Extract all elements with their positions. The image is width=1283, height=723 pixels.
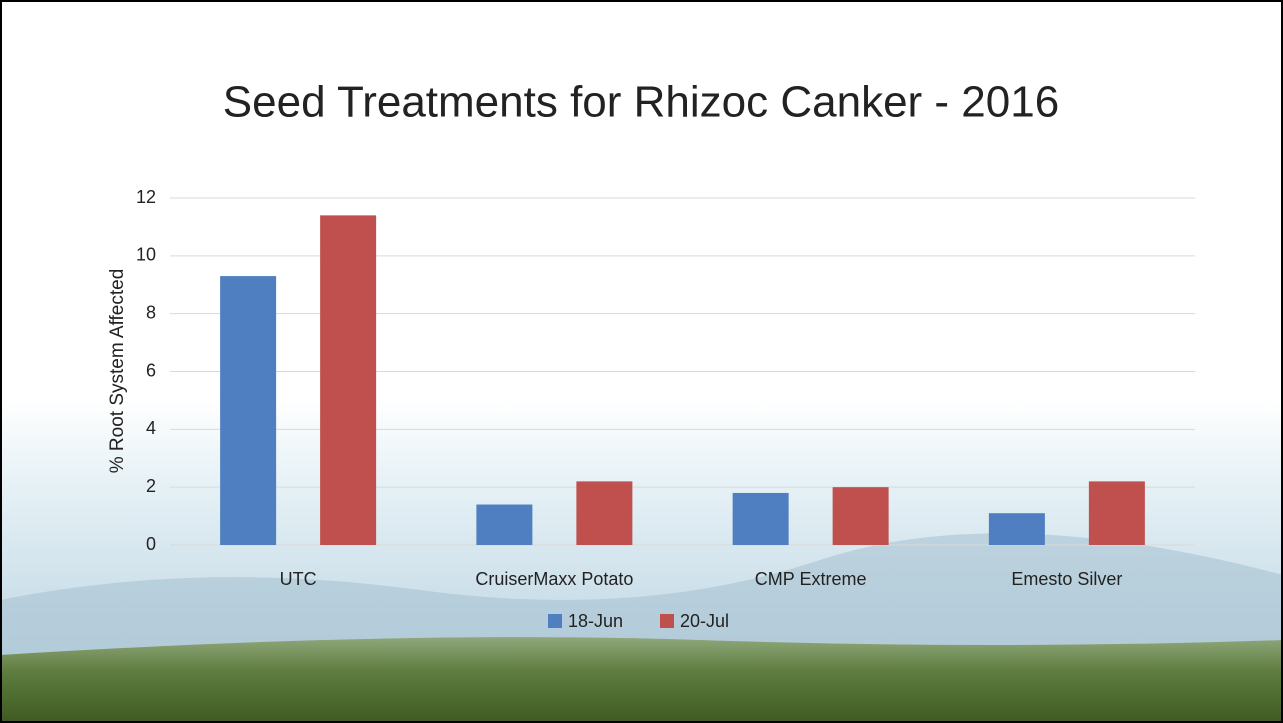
bar bbox=[833, 487, 889, 545]
bar bbox=[476, 505, 532, 545]
legend-label: 20-Jul bbox=[680, 611, 729, 631]
legend-label: 18-Jun bbox=[568, 611, 623, 631]
y-tick-label: 12 bbox=[136, 187, 156, 207]
x-tick-label: CruiserMaxx Potato bbox=[475, 569, 633, 589]
slide: Seed Treatments for Rhizoc Canker - 2016… bbox=[0, 0, 1283, 723]
y-tick-label: 8 bbox=[146, 302, 156, 322]
field bbox=[0, 637, 1283, 723]
legend-swatch bbox=[660, 614, 674, 628]
x-tick-label: Emesto Silver bbox=[1011, 569, 1122, 589]
x-tick-label: UTC bbox=[280, 569, 317, 589]
chart-title: Seed Treatments for Rhizoc Canker - 2016 bbox=[223, 78, 1059, 127]
y-tick-label: 10 bbox=[136, 245, 156, 265]
bar bbox=[320, 215, 376, 545]
x-tick-label: CMP Extreme bbox=[755, 569, 867, 589]
bar bbox=[1089, 481, 1145, 545]
bar bbox=[576, 481, 632, 545]
legend-swatch bbox=[548, 614, 562, 628]
y-axis-title: % Root System Affected bbox=[107, 269, 128, 474]
bar bbox=[220, 276, 276, 545]
y-tick-label: 4 bbox=[146, 418, 156, 438]
y-tick-label: 0 bbox=[146, 534, 156, 554]
bar bbox=[989, 513, 1045, 545]
y-tick-label: 6 bbox=[146, 360, 156, 380]
y-tick-label: 2 bbox=[146, 476, 156, 496]
bar bbox=[733, 493, 789, 545]
